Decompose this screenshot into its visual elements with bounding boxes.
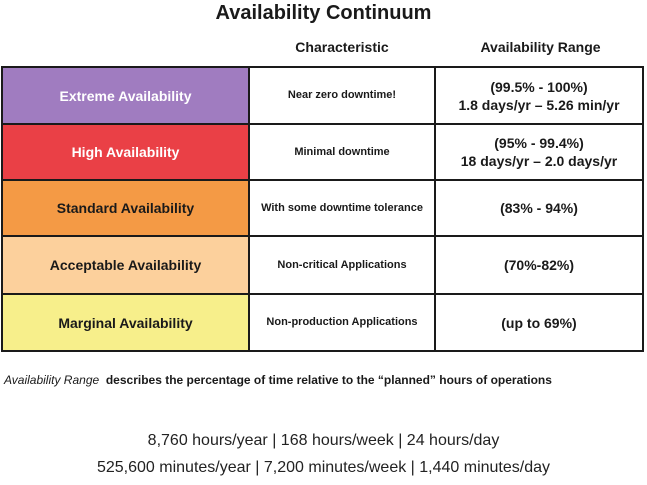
range-percent: (83% - 94%) <box>500 200 578 216</box>
row-range: (95% - 99.4%) 18 days/yr – 2.0 days/yr <box>436 125 642 179</box>
row-range: (up to 69%) <box>436 295 642 350</box>
range-duration: 1.8 days/yr – 5.26 min/yr <box>458 96 620 113</box>
hours-summary: 8,760 hours/year | 168 hours/week | 24 h… <box>147 432 500 449</box>
row-range: (70%-82%) <box>436 237 642 293</box>
range-percent: (70%-82%) <box>503 257 575 273</box>
range-duration: 18 days/yr – 2.0 days/yr <box>460 153 618 169</box>
row-range: (99.5% - 100%) 1.8 days/yr – 5.26 min/yr <box>436 68 642 123</box>
row-range: (83% - 94%) <box>436 181 642 235</box>
note-term: Availability Range <box>4 373 100 387</box>
table-row: Marginal Availability Non-production App… <box>3 295 642 350</box>
row-label: Marginal Availability <box>3 295 250 350</box>
note-text: describes the percentage of time relativ… <box>105 373 552 387</box>
row-label: Acceptable Availability <box>3 237 250 293</box>
availability-range-header: Availability Range <box>480 39 601 55</box>
row-label: High Availability <box>3 125 250 179</box>
range-note: Availability Range describes the percent… <box>4 373 552 387</box>
availability-table: Extreme Availability Near zero downtime!… <box>1 66 644 352</box>
range-percent: (99.5% - 100%) <box>490 78 588 95</box>
table-row: High Availability Minimal downtime (95% … <box>3 125 642 181</box>
table-row: Extreme Availability Near zero downtime!… <box>3 68 642 125</box>
row-characteristic: Minimal downtime <box>250 125 436 179</box>
row-characteristic: Near zero downtime! <box>250 68 436 123</box>
range-percent: (up to 69%) <box>501 314 577 331</box>
minutes-summary: 525,600 minutes/year | 7,200 minutes/wee… <box>96 459 551 476</box>
row-characteristic: With some downtime tolerance <box>250 181 436 235</box>
page-title: Availability Continuum <box>215 2 432 24</box>
row-label: Standard Availability <box>3 181 250 235</box>
characteristic-header: Characteristic <box>295 39 389 55</box>
table-row: Standard Availability With some downtime… <box>3 181 642 237</box>
range-percent: (95% - 99.4%) <box>494 135 584 151</box>
row-characteristic: Non-critical Applications <box>250 237 436 293</box>
row-characteristic: Non-production Applications <box>250 295 436 350</box>
table-row: Acceptable Availability Non-critical App… <box>3 237 642 295</box>
row-label: Extreme Availability <box>3 68 250 123</box>
